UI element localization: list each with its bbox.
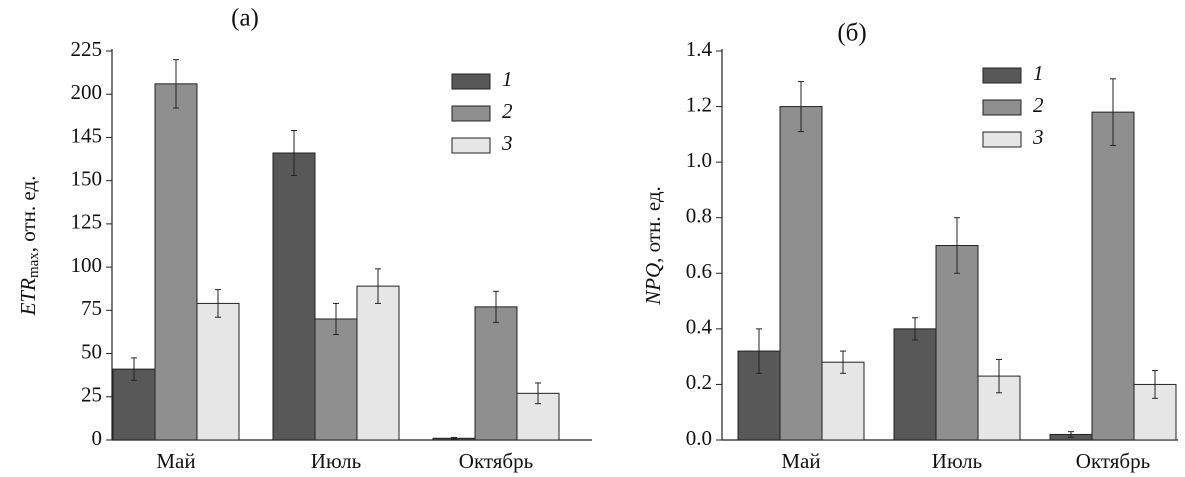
legend-swatch <box>451 105 491 122</box>
y-tick-label: 1.2 <box>686 92 712 116</box>
y-axis-label: ETRmax, отн. ед. <box>16 176 43 317</box>
y-tick-label: 100 <box>71 253 103 277</box>
bar <box>314 318 358 441</box>
legend-label: 3 <box>501 131 513 155</box>
y-tick-label: 50 <box>81 339 102 363</box>
bar <box>935 245 979 441</box>
y-axis-label-part: , отн. ед. <box>16 176 40 253</box>
bar <box>893 328 937 441</box>
legend-swatch <box>982 131 1022 148</box>
bar <box>779 106 823 441</box>
y-tick-label: 0.2 <box>686 370 712 394</box>
y-tick-label: 0.6 <box>686 259 712 283</box>
y-axis-label: NPQ, отн. ед. <box>641 186 665 306</box>
legend-label: 2 <box>1033 93 1044 117</box>
legend-label: 1 <box>1033 61 1044 85</box>
bar <box>821 361 865 441</box>
bar <box>154 83 198 441</box>
legend-label: 3 <box>1032 125 1044 149</box>
x-tick-label: Май <box>781 449 820 473</box>
y-axis-label-part: , отн. ед. <box>641 186 665 263</box>
y-tick-label: 145 <box>71 123 103 147</box>
y-tick-label: 0.4 <box>686 315 713 339</box>
y-tick-label: 225 <box>71 37 103 61</box>
legend-swatch <box>982 67 1022 84</box>
legend-label: 2 <box>502 99 513 123</box>
bar <box>474 306 518 441</box>
chart-title: (a) <box>231 5 259 32</box>
y-tick-label: 1.4 <box>686 37 713 61</box>
legend-swatch <box>982 99 1022 116</box>
y-tick-label: 200 <box>71 80 103 104</box>
y-axis-label-part: ETR <box>16 278 40 317</box>
y-tick-label: 125 <box>71 210 103 234</box>
x-tick-label: Октябрь <box>1076 449 1150 473</box>
chart-title: (б) <box>837 20 866 47</box>
y-axis-label-part: max <box>26 252 42 278</box>
x-tick-label: Май <box>156 449 195 473</box>
x-tick-label: Июль <box>932 449 982 473</box>
legend-swatch <box>451 73 491 90</box>
bar <box>1091 111 1135 441</box>
y-tick-label: 25 <box>81 383 102 407</box>
y-tick-label: 1.0 <box>686 148 712 172</box>
x-tick-label: Октябрь <box>459 449 533 473</box>
bar <box>112 368 156 441</box>
legend-label: 1 <box>502 67 513 91</box>
x-tick-label: Июль <box>311 449 361 473</box>
y-axis-label-part: NPQ <box>641 263 665 306</box>
y-tick-label: 0.0 <box>686 426 712 450</box>
bar <box>356 285 400 441</box>
y-tick-label: 0 <box>92 426 103 450</box>
legend-swatch <box>451 137 491 154</box>
y-tick-label: 0.8 <box>686 204 712 228</box>
y-tick-label: 75 <box>81 296 102 320</box>
y-tick-label: 150 <box>71 166 103 190</box>
bar <box>196 302 240 441</box>
bar <box>272 152 316 441</box>
